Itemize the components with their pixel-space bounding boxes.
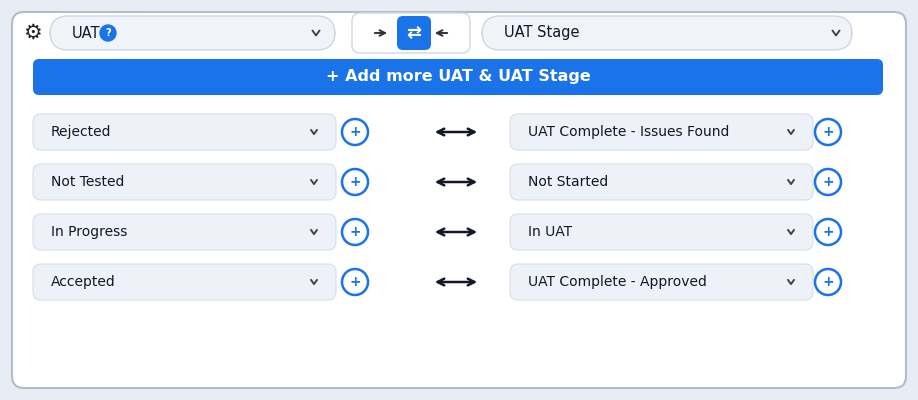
Text: Accepted: Accepted [51,275,116,289]
FancyBboxPatch shape [352,13,470,53]
Text: +: + [349,174,361,188]
FancyBboxPatch shape [33,214,336,250]
Circle shape [342,119,368,145]
FancyBboxPatch shape [12,12,906,388]
FancyBboxPatch shape [33,59,883,95]
Text: UAT Complete - Approved: UAT Complete - Approved [528,275,707,289]
Circle shape [815,219,841,245]
FancyBboxPatch shape [33,264,336,300]
Text: UAT Complete - Issues Found: UAT Complete - Issues Found [528,125,730,139]
FancyBboxPatch shape [50,16,335,50]
FancyBboxPatch shape [397,16,431,50]
Text: +: + [349,274,361,288]
Circle shape [815,269,841,295]
Text: Rejected: Rejected [51,125,111,139]
Text: +: + [823,174,834,188]
Text: ⚙: ⚙ [23,23,41,43]
Text: In UAT: In UAT [528,225,572,239]
Circle shape [815,169,841,195]
Circle shape [342,269,368,295]
FancyBboxPatch shape [510,214,813,250]
Text: +: + [349,124,361,138]
Text: UAT Stage: UAT Stage [504,26,579,40]
Text: ⇄: ⇄ [407,24,421,42]
Text: ?: ? [106,28,111,38]
FancyBboxPatch shape [33,114,336,150]
FancyBboxPatch shape [482,16,852,50]
Text: Not Started: Not Started [528,175,609,189]
Circle shape [342,169,368,195]
FancyBboxPatch shape [33,164,336,200]
Text: UAT: UAT [72,26,100,40]
Text: +: + [349,224,361,238]
Text: +: + [823,274,834,288]
Text: + Add more UAT & UAT Stage: + Add more UAT & UAT Stage [326,70,590,84]
Circle shape [815,119,841,145]
Text: +: + [823,124,834,138]
Text: Not Tested: Not Tested [51,175,124,189]
FancyBboxPatch shape [510,164,813,200]
Circle shape [100,25,116,41]
Circle shape [342,219,368,245]
Text: +: + [823,224,834,238]
FancyBboxPatch shape [510,114,813,150]
Text: In Progress: In Progress [51,225,128,239]
FancyBboxPatch shape [510,264,813,300]
